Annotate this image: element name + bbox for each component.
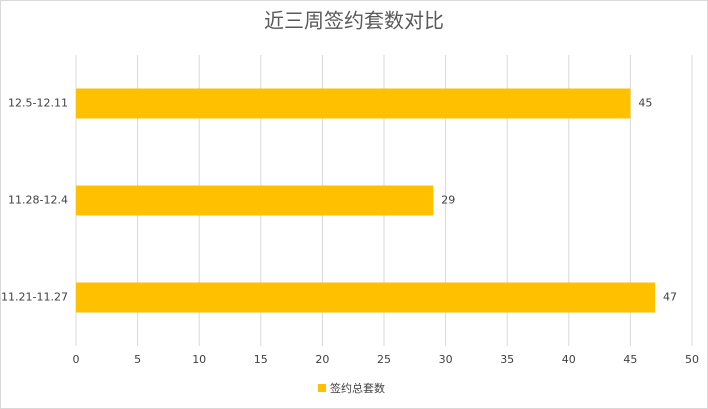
x-tick-label: 10	[192, 353, 206, 366]
legend-label: 签约总套数	[330, 381, 385, 395]
legend-swatch	[318, 384, 326, 392]
data-label: 45	[638, 97, 652, 110]
x-tick-label: 45	[623, 353, 637, 366]
bar	[76, 185, 434, 216]
x-tick-label: 35	[500, 353, 514, 366]
x-tick-label: 15	[254, 353, 268, 366]
y-tick-label: 11.21-11.27	[1, 291, 68, 304]
x-tick-label: 0	[73, 353, 80, 366]
x-tick-label: 5	[134, 353, 141, 366]
y-tick-label: 12.5-12.11	[8, 97, 68, 110]
data-label: 29	[441, 194, 455, 207]
x-tick-label: 20	[315, 353, 329, 366]
data-label: 47	[663, 291, 677, 304]
y-tick-label: 11.28-12.4	[8, 194, 68, 207]
x-tick-label: 25	[377, 353, 391, 366]
bar	[76, 282, 656, 313]
x-tick-label: 50	[685, 353, 699, 366]
x-tick-label: 40	[562, 353, 576, 366]
x-tick-label: 30	[439, 353, 453, 366]
bar	[76, 88, 631, 119]
chart-title: 近三周签约套数对比	[264, 9, 444, 33]
